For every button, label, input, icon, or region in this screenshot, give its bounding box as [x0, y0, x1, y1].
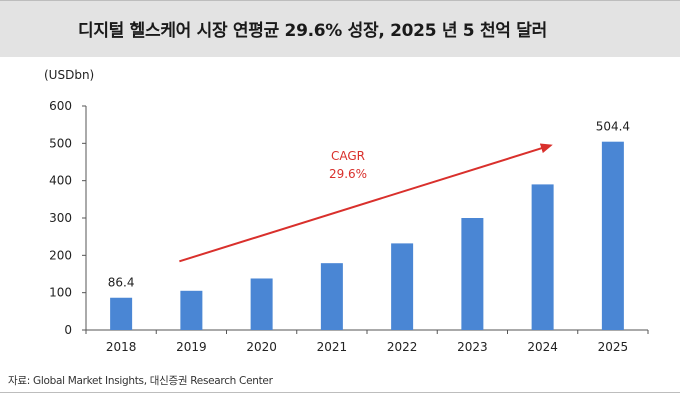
cagr-label: 29.6%	[329, 167, 367, 181]
y-tick-label: 100	[49, 286, 72, 300]
y-tick-label: 300	[49, 211, 72, 225]
x-tick-label: 2018	[106, 340, 137, 354]
y-tick-label: 600	[49, 99, 72, 113]
x-tick-label: 2022	[387, 340, 418, 354]
bar-2019	[180, 290, 203, 330]
y-tick-label: 0	[64, 323, 72, 337]
unit-label: (USDbn)	[44, 68, 95, 82]
title-band	[0, 0, 680, 57]
chart-axes: 0 100 200 300 400 500 600 2018 2019 2020 2021 2022 2…	[49, 99, 649, 354]
y-tick-label: 500	[49, 136, 72, 150]
y-tick-label: 200	[49, 248, 72, 262]
title-marker	[0, 8, 54, 48]
x-tick-label: 2024	[527, 340, 558, 354]
bar-2021	[320, 263, 343, 330]
data-labels: 86.4 504.4	[108, 120, 630, 290]
bar-2020	[250, 278, 273, 330]
x-tick-label: 2021	[317, 340, 348, 354]
y-tick-label: 400	[49, 174, 72, 188]
bar-2024	[531, 184, 554, 330]
x-tick-label: 2020	[246, 340, 277, 354]
bar-series	[110, 141, 624, 330]
x-tick-label: 2025	[598, 340, 629, 354]
cagr-annotation: CAGR 29.6%	[179, 143, 553, 263]
cagr-label: CAGR	[331, 149, 365, 163]
bar-2022	[391, 243, 414, 330]
bar-2025	[601, 141, 624, 330]
x-tick-label: 2019	[176, 340, 207, 354]
data-label-2018: 86.4	[108, 276, 135, 290]
bar-2018	[110, 297, 133, 330]
data-label-2025: 504.4	[596, 120, 630, 134]
source-note: 자료: Global Market Insights, 대신증권 Researc…	[8, 375, 273, 387]
cagr-arrow	[179, 143, 553, 263]
x-tick-label: 2023	[457, 340, 488, 354]
chart-title: 디지털 헬스케어 시장 연평균 29.6% 성장, 2025 년 5 천억 달러	[78, 21, 547, 41]
bar-2023	[461, 218, 484, 330]
bottom-rule	[0, 392, 680, 393]
